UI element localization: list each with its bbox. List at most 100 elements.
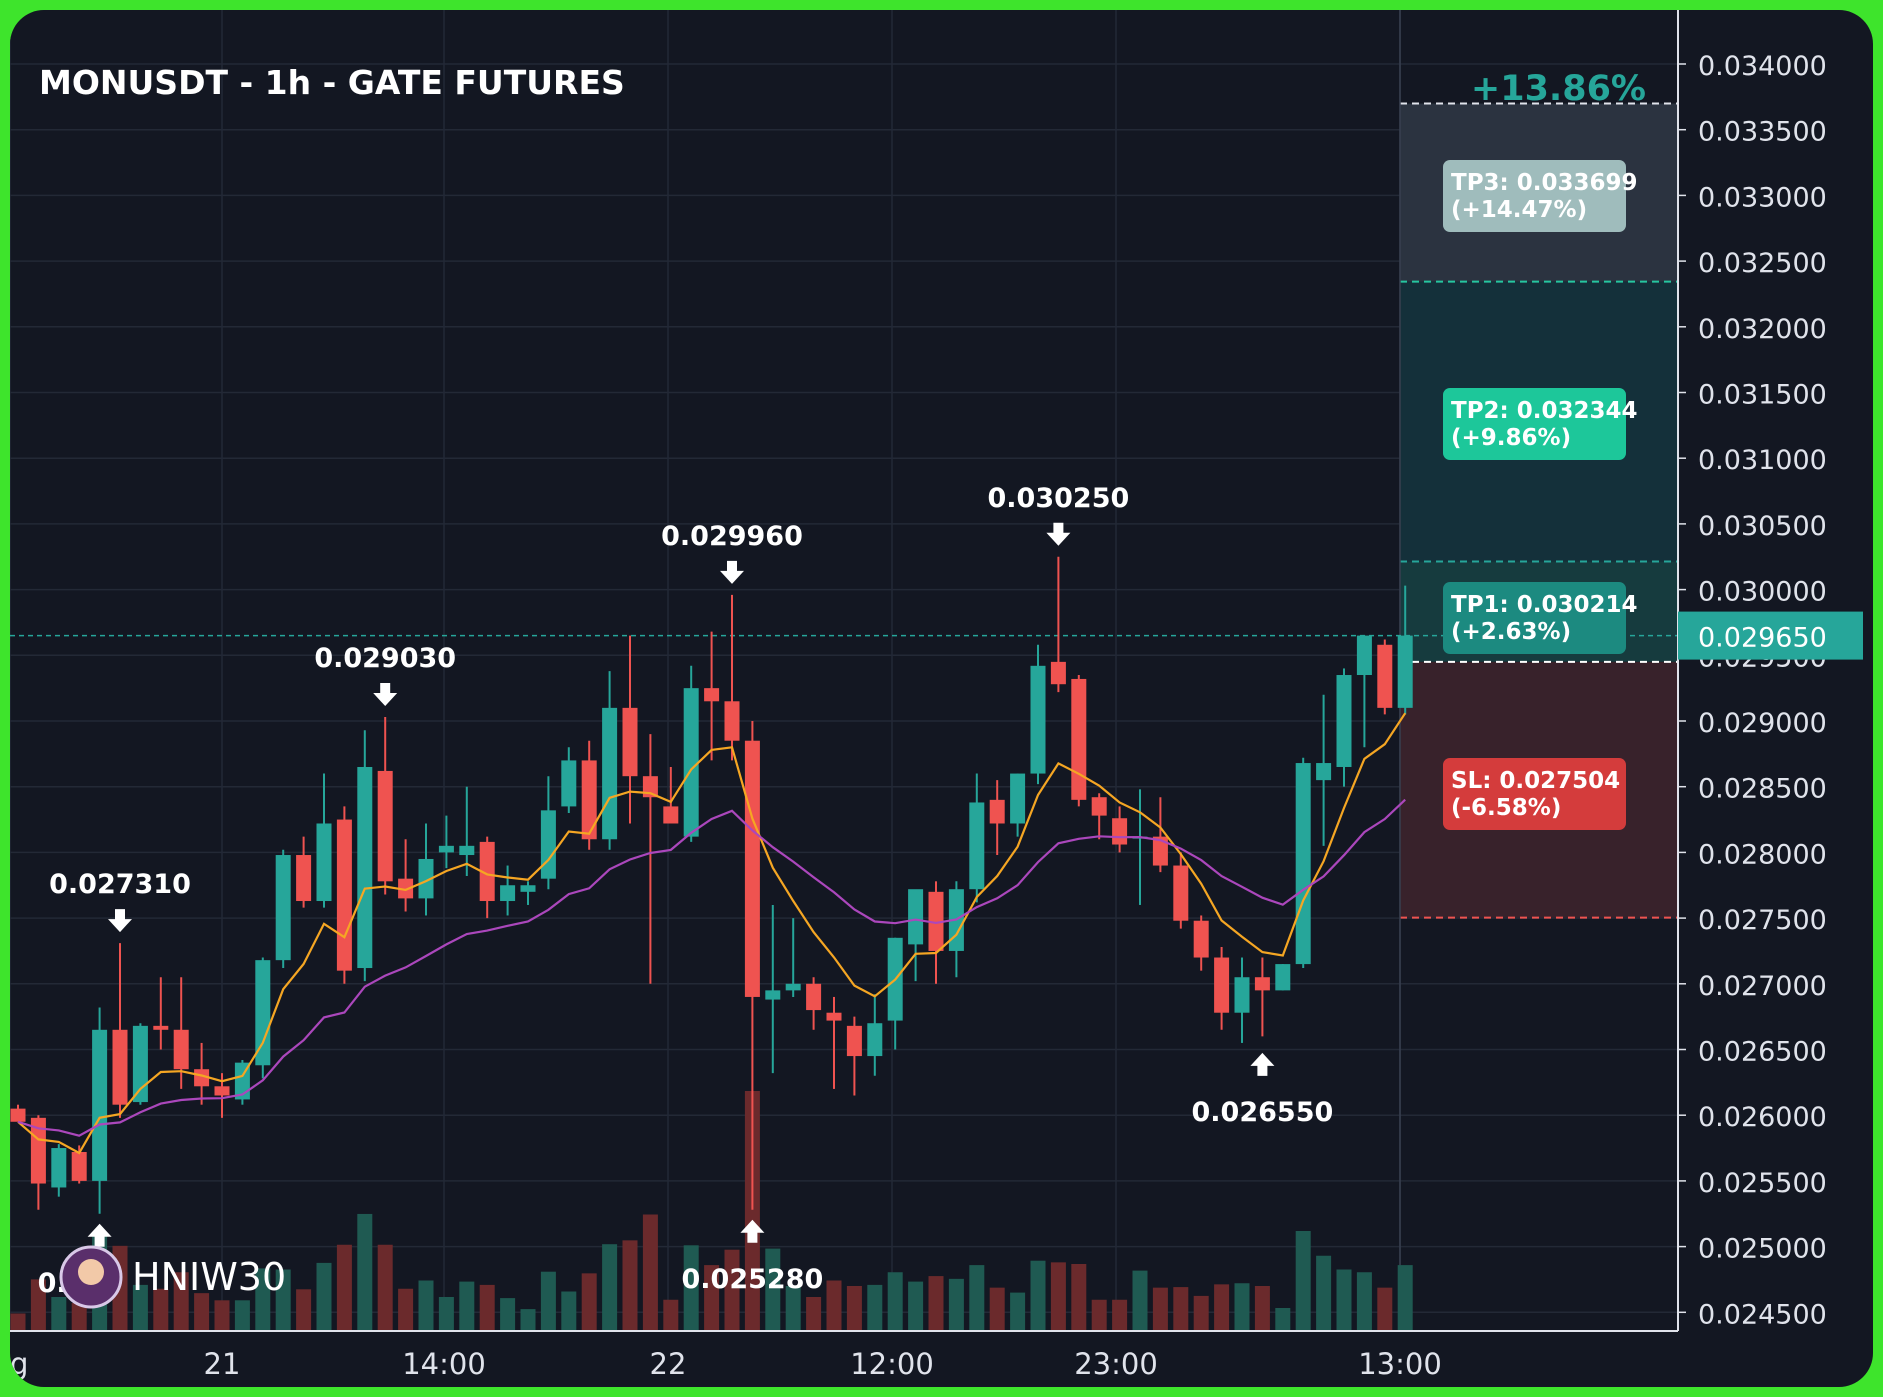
candle-body[interactable]	[1112, 818, 1128, 845]
candle[interactable]	[296, 836, 312, 908]
candle-body[interactable]	[336, 819, 352, 971]
candle[interactable]	[1356, 635, 1372, 748]
candle[interactable]	[479, 836, 495, 919]
candle[interactable]	[561, 747, 577, 813]
candle[interactable]	[153, 977, 169, 1050]
candle[interactable]	[51, 1144, 67, 1197]
candle-body[interactable]	[132, 1025, 148, 1103]
candle-body[interactable]	[438, 845, 454, 853]
candle[interactable]	[846, 1016, 862, 1096]
candle-body[interactable]	[785, 983, 801, 991]
candle[interactable]	[1295, 757, 1311, 969]
candle[interactable]	[1112, 806, 1128, 853]
candle[interactable]	[418, 823, 434, 916]
candle[interactable]	[1254, 957, 1270, 1037]
candle-body[interactable]	[1254, 977, 1270, 991]
candle[interactable]	[704, 631, 720, 761]
candle[interactable]	[908, 889, 924, 982]
candle[interactable]	[1091, 793, 1107, 840]
candle-body[interactable]	[908, 889, 924, 945]
candle-body[interactable]	[1193, 920, 1209, 958]
candlestick-chart[interactable]: 0.027310 0.029030 0.029960 0.030250 0.025280…	[10, 10, 1873, 1387]
candle[interactable]	[1193, 915, 1209, 971]
candle[interactable]	[1173, 852, 1189, 929]
candle-body[interactable]	[663, 806, 679, 824]
candle-body[interactable]	[1030, 665, 1046, 774]
candle[interactable]	[1336, 668, 1352, 787]
candle-body[interactable]	[561, 760, 577, 807]
candle-body[interactable]	[928, 891, 944, 951]
candle[interactable]	[10, 1104, 26, 1122]
candle-body[interactable]	[540, 810, 556, 879]
candle[interactable]	[194, 1042, 210, 1105]
candle-body[interactable]	[969, 802, 985, 890]
candle-body[interactable]	[826, 1012, 842, 1021]
candle[interactable]	[1316, 694, 1332, 846]
candle-body[interactable]	[1050, 661, 1066, 685]
candle[interactable]	[132, 1023, 148, 1105]
candle[interactable]	[887, 937, 903, 1050]
candle[interactable]	[785, 918, 801, 997]
candle[interactable]	[1010, 773, 1026, 837]
candle-body[interactable]	[581, 760, 597, 840]
candle-body[interactable]	[71, 1151, 87, 1181]
candle[interactable]	[540, 776, 556, 890]
candle[interactable]	[867, 994, 883, 1076]
candle-body[interactable]	[765, 990, 781, 1000]
candle-body[interactable]	[30, 1117, 46, 1184]
candle-body[interactable]	[173, 1029, 189, 1070]
candle-body[interactable]	[112, 1029, 128, 1105]
candle[interactable]	[826, 996, 842, 1089]
candle[interactable]	[1071, 675, 1087, 807]
candle[interactable]	[1234, 957, 1250, 1043]
candle[interactable]	[336, 806, 352, 984]
candle[interactable]	[989, 780, 1005, 856]
candle[interactable]	[275, 849, 291, 969]
candle-body[interactable]	[214, 1086, 230, 1096]
candle-body[interactable]	[1275, 964, 1291, 991]
candle-body[interactable]	[1071, 678, 1087, 800]
candle[interactable]	[1132, 789, 1148, 905]
candle[interactable]	[806, 977, 822, 1030]
candle[interactable]	[1377, 639, 1393, 715]
candle[interactable]	[724, 594, 740, 761]
candle-body[interactable]	[418, 858, 434, 899]
candle[interactable]	[1397, 585, 1413, 715]
candle-body[interactable]	[846, 1025, 862, 1057]
candle-body[interactable]	[10, 1108, 26, 1122]
candle-body[interactable]	[275, 855, 291, 961]
candle[interactable]	[948, 881, 964, 978]
candle-body[interactable]	[1152, 836, 1168, 866]
candle[interactable]	[438, 815, 454, 869]
candle[interactable]	[112, 943, 128, 1118]
candle-body[interactable]	[1356, 635, 1372, 676]
candle[interactable]	[1275, 964, 1291, 991]
candle[interactable]	[928, 881, 944, 984]
candle-body[interactable]	[1397, 635, 1413, 708]
candle-body[interactable]	[1295, 763, 1311, 965]
candle-body[interactable]	[92, 1029, 108, 1181]
candle-body[interactable]	[622, 707, 638, 777]
candle[interactable]	[602, 671, 618, 850]
candle-body[interactable]	[989, 799, 1005, 824]
candle[interactable]	[969, 773, 985, 903]
candle[interactable]	[683, 665, 699, 842]
candle-body[interactable]	[1214, 957, 1230, 1013]
candle[interactable]	[255, 957, 271, 1079]
candle-body[interactable]	[1234, 977, 1250, 1013]
candle[interactable]	[500, 865, 516, 916]
candle-body[interactable]	[806, 983, 822, 1011]
candle-body[interactable]	[602, 707, 618, 840]
candle-body[interactable]	[194, 1069, 210, 1087]
candle[interactable]	[642, 734, 658, 984]
candle-body[interactable]	[377, 770, 393, 882]
candle-body[interactable]	[51, 1148, 67, 1188]
candle-body[interactable]	[316, 823, 332, 902]
candle[interactable]	[1050, 556, 1066, 693]
candle-body[interactable]	[153, 1025, 169, 1030]
candles[interactable]	[10, 556, 1413, 1214]
candle-body[interactable]	[520, 885, 536, 892]
candle-body[interactable]	[1173, 865, 1189, 921]
candle-body[interactable]	[1010, 773, 1026, 824]
candle[interactable]	[1152, 797, 1168, 873]
